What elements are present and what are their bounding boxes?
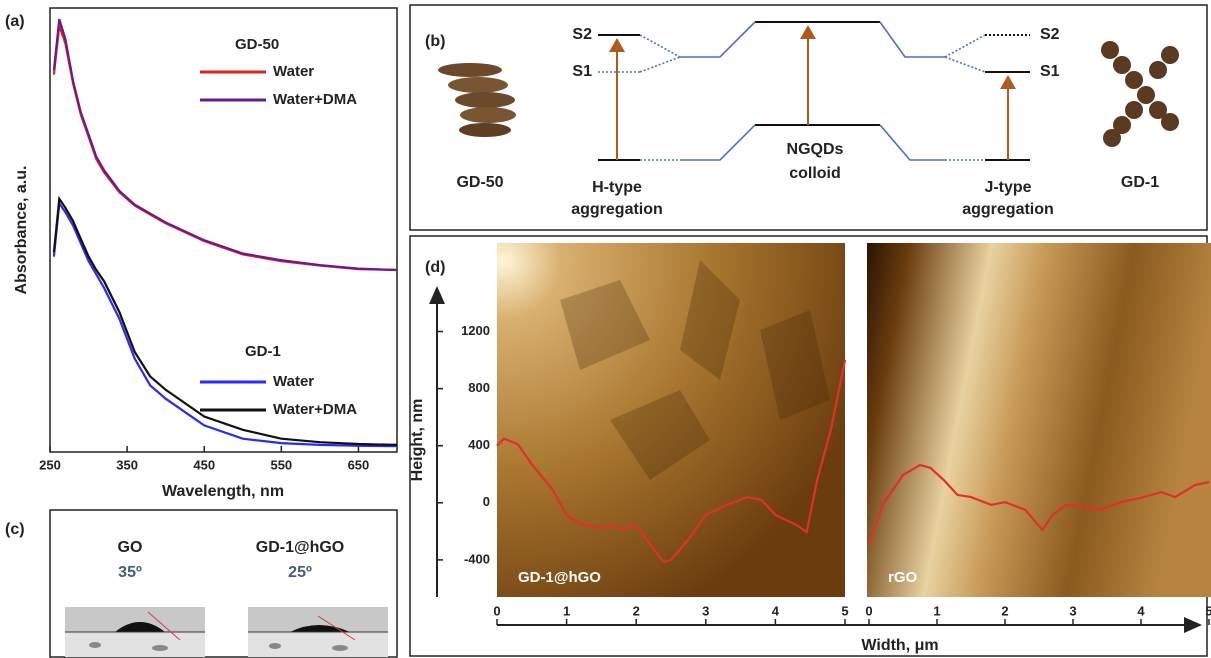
y-tick-label: 0 bbox=[483, 494, 490, 509]
caption: aggregation bbox=[962, 201, 1054, 218]
caption: J-type bbox=[984, 179, 1031, 196]
caption: NGQDs bbox=[787, 141, 844, 158]
data-line bbox=[54, 26, 397, 270]
legend-group-title: GD-1 bbox=[245, 343, 281, 360]
caption: colloid bbox=[789, 165, 841, 182]
panel-a: (a) Wavelength, nm Absorbance, a.u. bbox=[5, 8, 397, 500]
y-tick-label: 1200 bbox=[461, 323, 490, 338]
x-tick-label: 0 bbox=[493, 603, 500, 618]
x-tick-label: 4 bbox=[772, 603, 780, 618]
annotation: rGO bbox=[888, 569, 918, 586]
data-line bbox=[54, 19, 397, 270]
gd50-icon bbox=[438, 63, 516, 137]
gd1-icon bbox=[1101, 41, 1179, 147]
figure: (a) Wavelength, nm Absorbance, a.u. (b) … bbox=[0, 0, 1211, 658]
legend-label: Water+DMA bbox=[273, 401, 357, 418]
contact-angle: 25º bbox=[288, 564, 312, 581]
panel-label: (a) bbox=[5, 13, 25, 30]
x-axis-label: Width, μm bbox=[861, 637, 938, 654]
sample-name: GD-1@hGO bbox=[256, 539, 345, 556]
state-label: S2 bbox=[1040, 26, 1060, 43]
x-tick-label: 3 bbox=[1069, 603, 1076, 618]
x-tick-label: 650 bbox=[348, 457, 370, 472]
level-connectors bbox=[598, 22, 985, 160]
y-axis-label: Height, nm bbox=[409, 399, 426, 482]
y-tick-label: -400 bbox=[464, 551, 490, 566]
sample-name: GO bbox=[118, 539, 143, 556]
panel-c: (c) GO 35º GD-1@hGO 25º bbox=[5, 510, 397, 657]
annotation: GD-1@hGO bbox=[518, 569, 601, 586]
caption: aggregation bbox=[571, 201, 663, 218]
state-label: S1 bbox=[572, 63, 592, 80]
x-tick-label: 250 bbox=[39, 457, 61, 472]
legend-label: Water bbox=[273, 63, 314, 80]
droplet-photo bbox=[65, 607, 205, 657]
sample-label: GD-1 bbox=[1121, 174, 1159, 191]
panel-label: (c) bbox=[5, 521, 25, 538]
x-tick-label: 2 bbox=[633, 603, 640, 618]
panel-label: (d) bbox=[425, 259, 445, 276]
y-tick-label: 800 bbox=[468, 380, 490, 395]
panel-b: (b) S2 S1 S2 S1 GD-50 H-type aggregation… bbox=[410, 5, 1207, 230]
x-tick-label: 3 bbox=[702, 603, 709, 618]
x-tick-label: 4 bbox=[1137, 603, 1145, 618]
panel-d: (d) Height, nm Width, μm GD-1@hGO rGO bbox=[409, 236, 1211, 656]
legend-label: Water bbox=[273, 373, 314, 390]
x-tick-label: 0 bbox=[865, 603, 872, 618]
x-tick-label: 550 bbox=[270, 457, 292, 472]
x-tick-label: 350 bbox=[116, 457, 138, 472]
legend-label: Water+DMA bbox=[273, 91, 357, 108]
y-axis-label: Absorbance, a.u. bbox=[13, 166, 30, 295]
x-tick-label: 1 bbox=[563, 603, 570, 618]
energy-levels bbox=[598, 22, 1030, 160]
x-tick-label: 1 bbox=[933, 603, 940, 618]
x-tick-label: 2 bbox=[1001, 603, 1008, 618]
x-tick-label: 5 bbox=[1205, 603, 1211, 618]
plot-frame bbox=[50, 8, 397, 452]
y-tick-label: 400 bbox=[468, 437, 490, 452]
transition-arrows bbox=[617, 27, 1008, 160]
state-label: S1 bbox=[1040, 63, 1060, 80]
x-axis-label: Wavelength, nm bbox=[162, 483, 284, 500]
panel-label: (b) bbox=[425, 33, 445, 50]
contact-angle: 35º bbox=[118, 564, 142, 581]
droplet-photo bbox=[248, 607, 388, 657]
state-label: S2 bbox=[572, 26, 592, 43]
legend-group-title: GD-50 bbox=[235, 36, 279, 53]
x-tick-label: 450 bbox=[193, 457, 215, 472]
sample-label: GD-50 bbox=[456, 174, 503, 191]
afm-image bbox=[867, 243, 1211, 597]
x-tick-label: 5 bbox=[841, 603, 848, 618]
caption: H-type bbox=[592, 179, 642, 196]
